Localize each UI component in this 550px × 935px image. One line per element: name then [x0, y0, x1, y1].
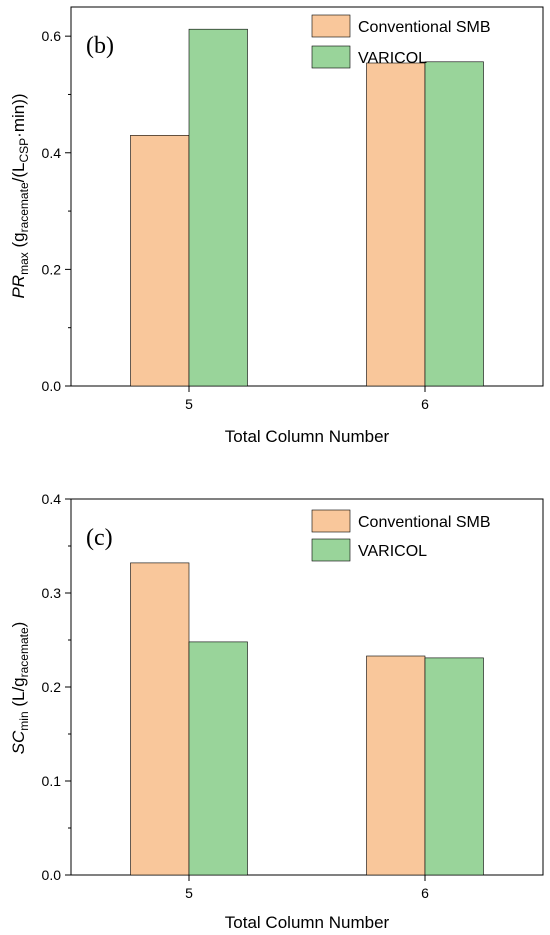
bar-varicol-5: [188, 641, 248, 876]
x-tick-label: 6: [421, 396, 429, 412]
x-axis-title: Total Column Number: [225, 913, 390, 932]
legend-swatch-varicol: [311, 538, 351, 562]
y-tick-label: 0.4: [42, 145, 62, 161]
y-tick-label: 0.1: [42, 773, 62, 789]
y-ticks: 0.0 0.1 0.2 0.3 0.4: [42, 491, 71, 883]
plot-frame: [70, 6, 544, 387]
legend: Conventional SMB VARICOL: [311, 14, 491, 69]
y-axis-title: PRmax (gracemate/(LCSP·min)): [9, 93, 31, 298]
x-axis-title: Total Column Number: [225, 427, 390, 446]
y-tick-label: 0.6: [42, 28, 62, 44]
legend-swatch-conventional: [311, 509, 351, 533]
panel-label: (b): [86, 33, 114, 59]
bar-conventional-5: [130, 135, 190, 387]
legend-label-varicol: VARICOL: [358, 50, 427, 67]
legend: Conventional SMB VARICOL: [311, 509, 491, 562]
y-tick-label: 0.2: [42, 679, 62, 695]
y-tick-label: 0.0: [42, 867, 62, 883]
bar-varicol-5: [188, 28, 248, 387]
legend-swatch-conventional: [311, 14, 351, 38]
x-tick-label: 5: [185, 396, 193, 412]
legend-label-varicol: VARICOL: [358, 543, 427, 560]
bar-conventional-6: [366, 62, 426, 387]
y-ticks: 0.0 0.2 0.4 0.6: [42, 28, 71, 394]
y-tick-label: 0.3: [42, 585, 62, 601]
y-axis-title: SCmin (L/gracemate): [9, 622, 31, 755]
x-tick-label: 5: [185, 885, 193, 901]
y-tick-label: 0.2: [42, 261, 62, 277]
bar-conventional-6: [366, 655, 426, 876]
bars-group: [130, 28, 484, 387]
x-tick-label: 6: [421, 885, 429, 901]
bar-conventional-5: [130, 562, 190, 876]
bar-varicol-6: [424, 657, 484, 876]
legend-label-conventional: Conventional SMB: [358, 514, 491, 531]
legend-label-conventional: Conventional SMB: [358, 19, 491, 36]
bar-varicol-6: [424, 61, 484, 387]
bars-group: [130, 562, 484, 876]
panel-label: (c): [86, 525, 113, 551]
y-tick-label: 0.4: [42, 491, 62, 507]
legend-swatch-varicol: [311, 45, 351, 69]
y-tick-label: 0.0: [42, 378, 62, 394]
